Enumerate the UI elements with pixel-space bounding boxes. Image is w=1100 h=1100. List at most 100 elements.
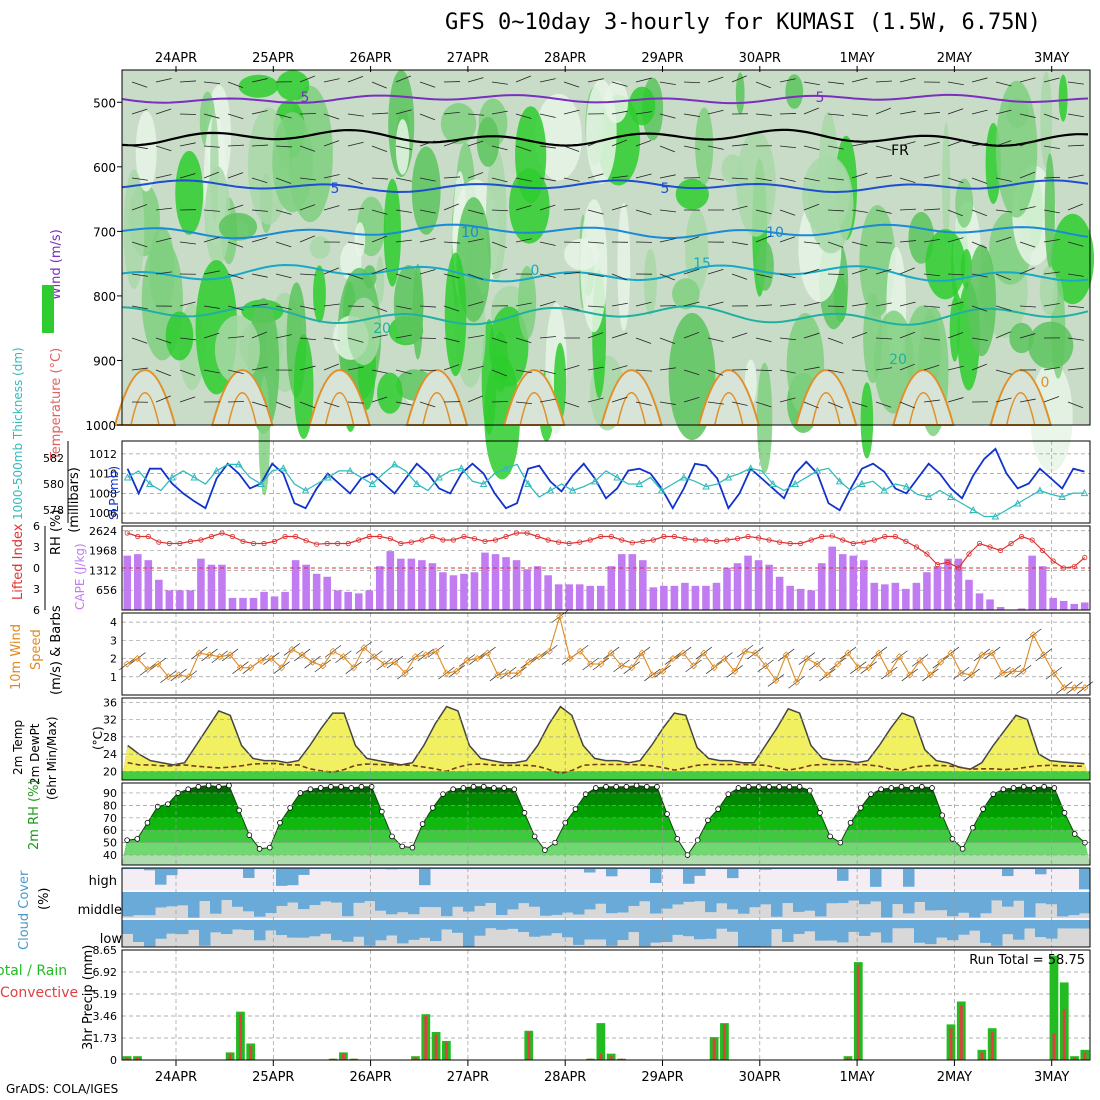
rh-point xyxy=(511,786,518,793)
rh-point xyxy=(1051,785,1058,791)
cloud-bar xyxy=(771,920,783,930)
rh-tick: 80 xyxy=(103,799,117,812)
bl-hump xyxy=(502,369,566,426)
wind-point xyxy=(298,651,306,659)
wind-barb xyxy=(995,209,1012,213)
wind-barb xyxy=(755,401,772,408)
cloud-bar xyxy=(672,892,684,905)
rh-patch xyxy=(756,241,774,291)
precip-conv-bar xyxy=(722,1024,726,1060)
wind-barb xyxy=(1043,209,1060,214)
wind-tick: 2 xyxy=(110,653,117,666)
wind-barb xyxy=(227,204,244,211)
rh-point xyxy=(878,786,884,793)
wind-barb xyxy=(731,401,748,406)
cape-bar xyxy=(691,585,700,610)
wind-barb xyxy=(419,305,436,308)
precip-conv-bar xyxy=(444,1042,448,1060)
cape-bar xyxy=(481,552,489,610)
bl-contour xyxy=(227,391,258,426)
wind-barb xyxy=(251,209,268,212)
cloud-bar xyxy=(947,892,959,917)
li-point xyxy=(745,533,751,540)
wind-barb xyxy=(419,177,436,182)
wind-barb xyxy=(419,238,436,243)
thickness-point xyxy=(346,466,354,474)
li-point xyxy=(861,539,867,545)
thickness-point xyxy=(502,464,510,472)
wind-barb xyxy=(515,401,532,405)
wind-point xyxy=(504,669,512,677)
wind-barb xyxy=(491,209,509,212)
cape-bar xyxy=(554,584,563,610)
wind-point xyxy=(226,651,234,659)
cloud-bar xyxy=(639,920,651,947)
thickness-point xyxy=(769,479,777,487)
rh-point xyxy=(1041,783,1047,790)
rh-point xyxy=(1020,783,1027,790)
rh-patch xyxy=(214,315,260,384)
wind-barb xyxy=(395,369,412,375)
cloud-bar xyxy=(276,892,288,906)
li-point xyxy=(408,539,414,545)
cloud-bar xyxy=(188,920,200,930)
cloud-bar xyxy=(265,892,277,914)
cloud-bar xyxy=(672,868,684,870)
wind-barb xyxy=(587,397,604,403)
rh-point xyxy=(735,785,742,791)
cape-bar xyxy=(796,588,805,610)
li-point xyxy=(135,533,141,540)
cloud-bar xyxy=(199,920,211,946)
date-label-top: 2MAY xyxy=(937,51,972,66)
cloud-bar xyxy=(463,868,475,870)
rh-point xyxy=(134,836,141,842)
rh-patch xyxy=(925,229,966,300)
cloud-bar xyxy=(441,868,453,870)
cloud-bar xyxy=(969,892,981,918)
cloud-bar xyxy=(617,920,629,941)
rh-point xyxy=(623,783,630,790)
chart-title: GFS 0~10day 3-hourly for KUMASI (1.5W, 6… xyxy=(445,10,1042,35)
wind-barb xyxy=(347,241,364,246)
wind-barb xyxy=(1043,239,1060,243)
ylabel-li: Lifted Index xyxy=(11,523,26,600)
thickness-point xyxy=(858,479,866,487)
wind-point xyxy=(792,678,801,686)
wind-barb xyxy=(371,81,387,89)
cloud-bar xyxy=(760,868,772,870)
wind-tick: 3 xyxy=(110,634,117,647)
wind-barb xyxy=(251,303,268,307)
wind-barb xyxy=(539,177,556,182)
cloud-bar xyxy=(254,920,266,941)
contour-label: 5 xyxy=(331,181,340,197)
wind-barb xyxy=(227,144,244,147)
cape-bar xyxy=(954,558,963,610)
cape-bar xyxy=(617,554,626,610)
rh-patch xyxy=(238,74,279,98)
cloud-bar xyxy=(309,892,321,906)
date-label-top: 3MAY xyxy=(1034,51,1069,66)
bl-hump xyxy=(989,369,1053,426)
precip-conv-bar xyxy=(980,1052,984,1060)
wind-barb xyxy=(203,237,220,243)
thickness-point xyxy=(924,492,933,500)
cloud-bar xyxy=(364,868,376,870)
wind-barb xyxy=(395,401,412,406)
wind-barb xyxy=(203,145,220,148)
rh-patch xyxy=(617,202,631,331)
cloud-bar xyxy=(298,920,310,938)
cape-bar xyxy=(333,590,342,610)
wind-barb xyxy=(899,267,915,275)
cloud-bar xyxy=(331,868,343,870)
cape-bar xyxy=(397,558,405,610)
rh-patch xyxy=(165,311,194,361)
thickness-tick: 578 xyxy=(43,504,64,517)
cloud-bar xyxy=(848,920,860,932)
rh-point xyxy=(654,783,660,790)
precip-panel xyxy=(122,949,1090,1061)
rh-point xyxy=(593,785,599,791)
wind-point xyxy=(1040,651,1048,659)
wind-barb xyxy=(947,365,964,371)
thickness-point xyxy=(123,473,132,481)
wind-barb xyxy=(131,337,148,344)
